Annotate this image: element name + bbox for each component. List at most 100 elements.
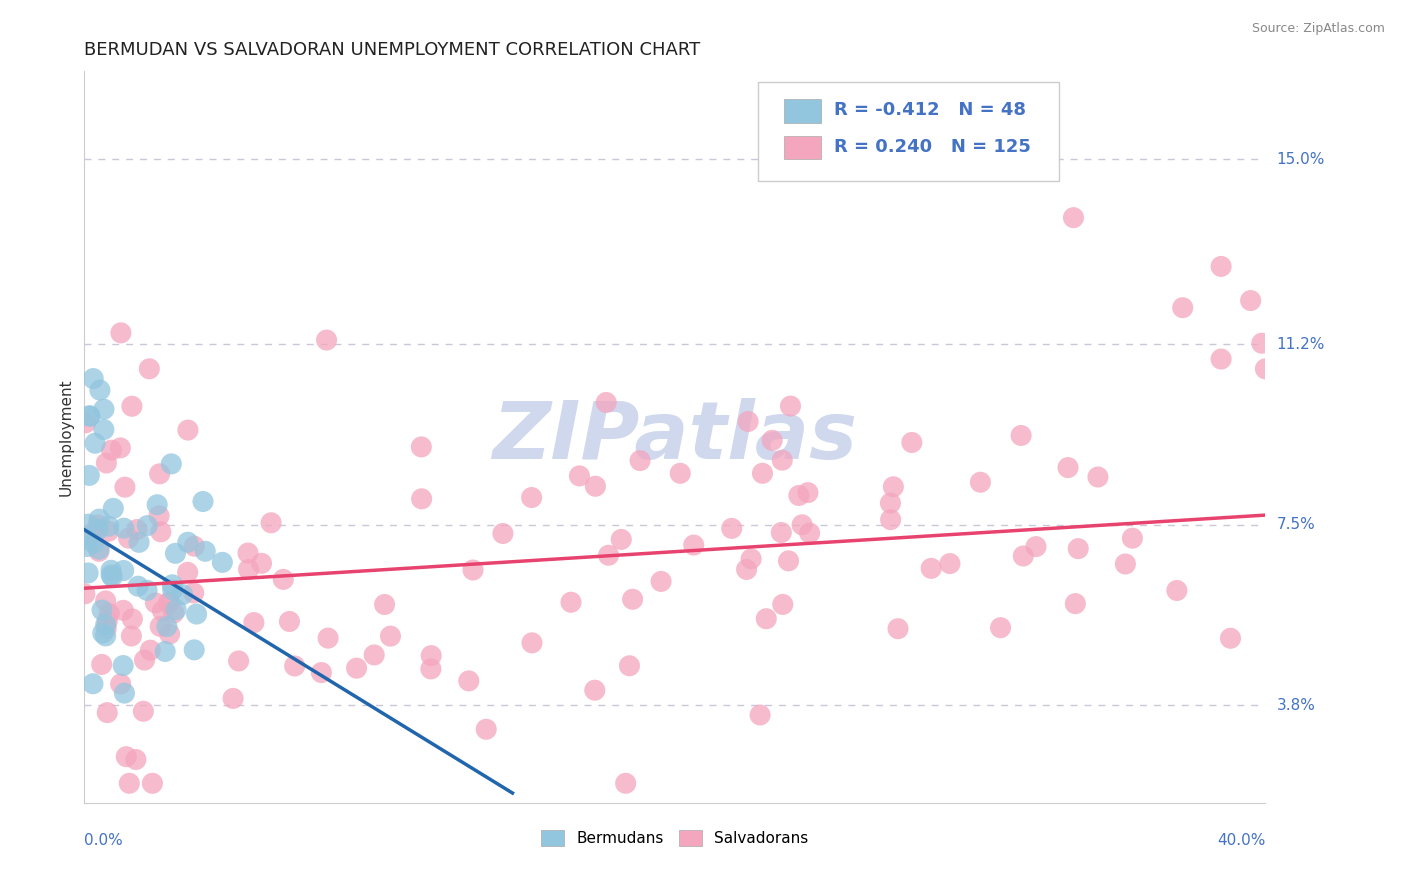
Point [98, 607, 121, 621]
Point [969, 475, 991, 490]
Point [475, 723, 498, 737]
Point [157, 596, 180, 610]
Point [610, 533, 633, 547]
Text: 3.8%: 3.8% [1277, 698, 1316, 713]
Point [84, 436, 107, 450]
Point [1219, 632, 1241, 646]
Point [82, 371, 104, 385]
Point [132, 704, 155, 718]
Point [186, 607, 208, 621]
Point [163, 606, 186, 620]
Point [568, 469, 591, 483]
Point [100, 568, 122, 582]
Point [145, 596, 167, 610]
Point [94, 629, 117, 643]
Point [162, 578, 184, 592]
Point [595, 395, 617, 409]
Point [90, 657, 112, 672]
Point [751, 467, 773, 481]
Text: 40.0%: 40.0% [1218, 833, 1265, 848]
Point [157, 595, 180, 609]
Point [682, 538, 704, 552]
Point [110, 441, 132, 455]
Point [114, 480, 136, 494]
Point [598, 548, 620, 562]
Point [100, 443, 122, 458]
Point [720, 521, 742, 535]
Point [159, 627, 181, 641]
Point [125, 752, 148, 766]
Point [118, 776, 141, 790]
Point [772, 598, 794, 612]
Point [315, 333, 337, 347]
Point [879, 513, 901, 527]
Point [112, 658, 135, 673]
Point [621, 592, 644, 607]
Point [1211, 352, 1233, 367]
Point [160, 457, 183, 471]
FancyBboxPatch shape [783, 136, 821, 159]
Point [176, 566, 198, 580]
Point [311, 665, 333, 680]
Text: R = -0.412   N = 48: R = -0.412 N = 48 [834, 101, 1026, 120]
Point [1171, 301, 1194, 315]
Point [146, 498, 169, 512]
Point [755, 612, 778, 626]
Text: R = 0.240   N = 125: R = 0.240 N = 125 [834, 137, 1031, 156]
Point [887, 622, 910, 636]
Point [778, 554, 800, 568]
Point [260, 516, 283, 530]
Point [112, 564, 135, 578]
Point [87, 542, 110, 557]
Point [127, 579, 149, 593]
Point [162, 582, 184, 597]
Point [915, 161, 938, 176]
Point [419, 662, 441, 676]
Point [89, 512, 111, 526]
Point [797, 485, 820, 500]
Point [96, 456, 118, 470]
Point [194, 544, 217, 558]
Point [346, 661, 368, 675]
Point [110, 677, 132, 691]
Point [363, 648, 385, 662]
Point [222, 691, 245, 706]
Point [96, 614, 118, 628]
Text: Source: ZipAtlas.com: Source: ZipAtlas.com [1251, 22, 1385, 36]
Point [149, 619, 172, 633]
Point [97, 519, 120, 533]
Point [93, 402, 115, 417]
FancyBboxPatch shape [758, 82, 1059, 181]
Point [1240, 293, 1263, 308]
Point [79, 468, 101, 483]
Point [770, 525, 793, 540]
Point [520, 636, 543, 650]
Point [138, 361, 160, 376]
Point [236, 546, 259, 560]
Point [1063, 211, 1085, 225]
Point [990, 621, 1012, 635]
Point [77, 517, 100, 532]
Point [1067, 541, 1090, 556]
Point [1057, 460, 1080, 475]
Point [91, 626, 114, 640]
Point [374, 598, 396, 612]
Point [96, 706, 118, 720]
Point [114, 686, 136, 700]
Point [779, 399, 801, 413]
Point [148, 508, 170, 523]
Text: BERMUDAN VS SALVADORAN UNEMPLOYMENT CORRELATION CHART: BERMUDAN VS SALVADORAN UNEMPLOYMENT CORR… [84, 41, 700, 59]
Point [228, 654, 250, 668]
Point [457, 673, 479, 688]
Point [799, 526, 821, 541]
Point [461, 563, 484, 577]
Point [101, 570, 124, 584]
Point [87, 523, 110, 537]
Point [136, 583, 159, 598]
Point [380, 629, 402, 643]
Point [76, 540, 98, 554]
Legend: Bermudans, Salvadorans: Bermudans, Salvadorans [541, 830, 808, 847]
Point [94, 617, 117, 632]
Point [271, 573, 294, 587]
Point [134, 653, 156, 667]
